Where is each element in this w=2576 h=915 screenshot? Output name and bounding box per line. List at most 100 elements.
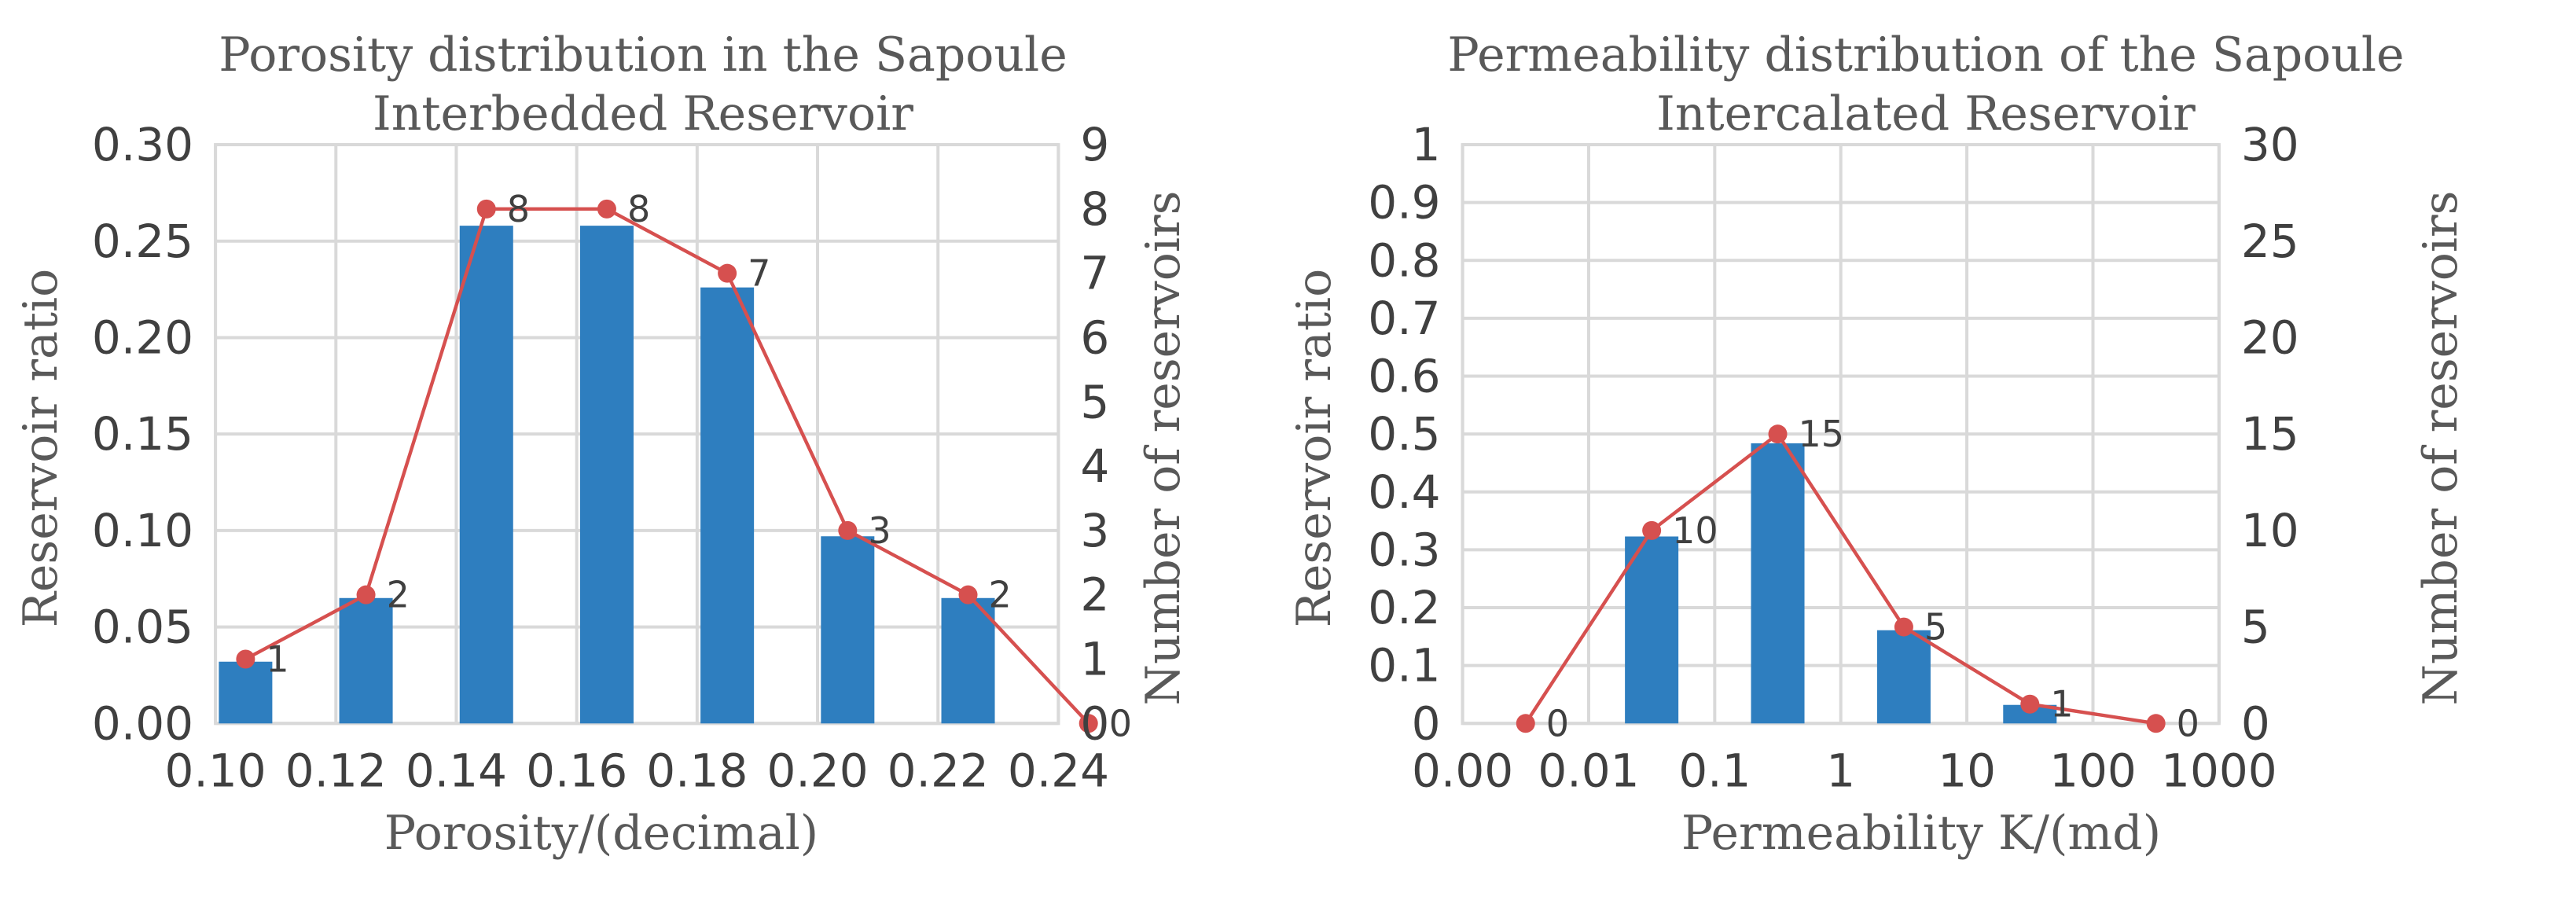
chart-title-line2: Intercalated Reservoir <box>1656 86 2196 141</box>
x-tick-label: 0.00 <box>1412 744 1513 797</box>
bar <box>1625 536 1679 724</box>
bar <box>459 226 513 724</box>
x-tick-label: 0.16 <box>526 744 627 797</box>
y-tick-label: 0.25 <box>92 215 193 268</box>
count-data-label: 0 <box>1109 702 1132 744</box>
count-data-label: 5 <box>1924 606 1947 649</box>
y-tick-label: 0.2 <box>1368 581 1440 634</box>
chart-title-line1: Porosity distribution in the Sapoule <box>219 28 1067 83</box>
count-point <box>1079 714 1098 733</box>
x-axis-title: Porosity/(decimal) <box>384 806 818 861</box>
x-tick-label: 100 <box>2049 744 2137 797</box>
y2-tick-label: 8 <box>1080 182 1109 236</box>
y2-tick-label: 0 <box>2241 696 2270 750</box>
x-axis-title: Permeability K/(md) <box>1681 806 2161 861</box>
plot-frame <box>1461 143 2221 726</box>
count-point <box>838 520 858 540</box>
count-data-label: 8 <box>507 188 530 230</box>
y-tick-label: 0.15 <box>92 407 193 461</box>
y2-tick-label: 30 <box>2241 118 2299 171</box>
y2-tick-label: 5 <box>1080 375 1109 428</box>
plot-frame <box>214 143 1060 726</box>
bar <box>1876 630 1931 724</box>
y2-tick-label: 3 <box>1080 504 1109 557</box>
porosity-chart: Porosity distribution in the Sapoule Int… <box>13 28 1191 861</box>
x-tick-label: 0.12 <box>285 744 387 797</box>
y-tick-label: 0.00 <box>92 696 193 750</box>
bar <box>219 661 273 724</box>
count-data-label: 15 <box>1799 413 1845 455</box>
count-point <box>718 263 737 283</box>
x-tick-label: 0.1 <box>1678 744 1751 797</box>
y2-tick-label: 20 <box>2241 311 2299 364</box>
y-tick-label: 0 <box>1412 696 1441 750</box>
x-tick-label: 10 <box>1938 744 1996 797</box>
count-point <box>2146 714 2166 733</box>
chart-title-line1: Permeability distribution of the Sapoule <box>1447 28 2404 83</box>
bar <box>700 287 755 724</box>
y-tick-label: 0.20 <box>92 311 193 364</box>
y2-axis-title: Number of reservoirs <box>1136 191 1191 706</box>
x-tick-label: 0.20 <box>766 744 868 797</box>
y-tick-label: 0.9 <box>1368 176 1440 230</box>
count-data-label: 2 <box>387 574 410 616</box>
count-line <box>1523 431 2157 726</box>
count-data-label: 1 <box>2050 683 2073 726</box>
bar <box>2003 704 2057 724</box>
bar <box>339 597 393 724</box>
x-tick-label: 0.22 <box>887 744 989 797</box>
y2-tick-label: 25 <box>2241 215 2299 268</box>
y2-tick-label: 4 <box>1080 439 1109 493</box>
y-tick-label: 0.7 <box>1368 292 1440 345</box>
x-tick-label: 1 <box>1826 744 1855 797</box>
bar <box>579 226 634 724</box>
count-data-label: 8 <box>627 188 650 230</box>
count-point <box>958 585 978 604</box>
count-data-label: 0 <box>1546 702 1569 744</box>
y2-axis-title: Number of reservoirs <box>2413 191 2468 706</box>
count-point <box>356 585 376 604</box>
count-point <box>1768 424 1788 444</box>
count-point <box>1642 520 1662 540</box>
count-line <box>244 207 1090 725</box>
bar <box>1751 443 1805 724</box>
chart-title-line2: Interbedded Reservoir <box>373 86 913 141</box>
y-tick-label: 0.1 <box>1368 639 1440 693</box>
y-tick-label: 0.6 <box>1368 350 1440 403</box>
x-tick-label: 0.14 <box>406 744 507 797</box>
y2-tick-label: 1 <box>1080 632 1109 685</box>
y-axis-title: Reservoir ratio <box>13 269 68 628</box>
bar <box>821 536 875 724</box>
count-data-label: 2 <box>989 574 1012 616</box>
x-tick-label: 0.18 <box>646 744 748 797</box>
y-tick-label: 0.05 <box>92 601 193 654</box>
x-tick-label: 0.01 <box>1538 744 1639 797</box>
count-point <box>476 199 496 219</box>
y2-tick-label: 0 <box>1080 696 1109 750</box>
count-data-label: 3 <box>868 509 891 552</box>
permeability-chart: Permeability distribution of the Sapoule… <box>1287 28 2468 861</box>
count-point <box>1516 714 1535 733</box>
count-data-label: 7 <box>748 252 770 295</box>
y-tick-label: 0.8 <box>1368 233 1440 287</box>
y2-tick-label: 6 <box>1080 311 1109 364</box>
y2-tick-label: 2 <box>1080 568 1109 622</box>
y2-tick-label: 9 <box>1080 118 1109 171</box>
y2-tick-label: 7 <box>1080 247 1109 300</box>
x-tick-label: 1000 <box>2161 744 2277 797</box>
y2-tick-label: 10 <box>2241 504 2299 557</box>
count-point <box>597 199 616 219</box>
y-tick-label: 0.30 <box>92 118 193 171</box>
y2-tick-label: 15 <box>2241 407 2299 461</box>
count-point <box>236 649 255 669</box>
count-point <box>2020 694 2040 714</box>
bar <box>941 597 995 724</box>
x-tick-label: 0.10 <box>165 744 266 797</box>
count-data-label: 1 <box>266 638 288 680</box>
y-tick-label: 1 <box>1412 118 1441 171</box>
count-point <box>1894 617 1913 637</box>
y-axis-title: Reservoir ratio <box>1287 269 1342 628</box>
x-tick-label: 0.24 <box>1008 744 1109 797</box>
